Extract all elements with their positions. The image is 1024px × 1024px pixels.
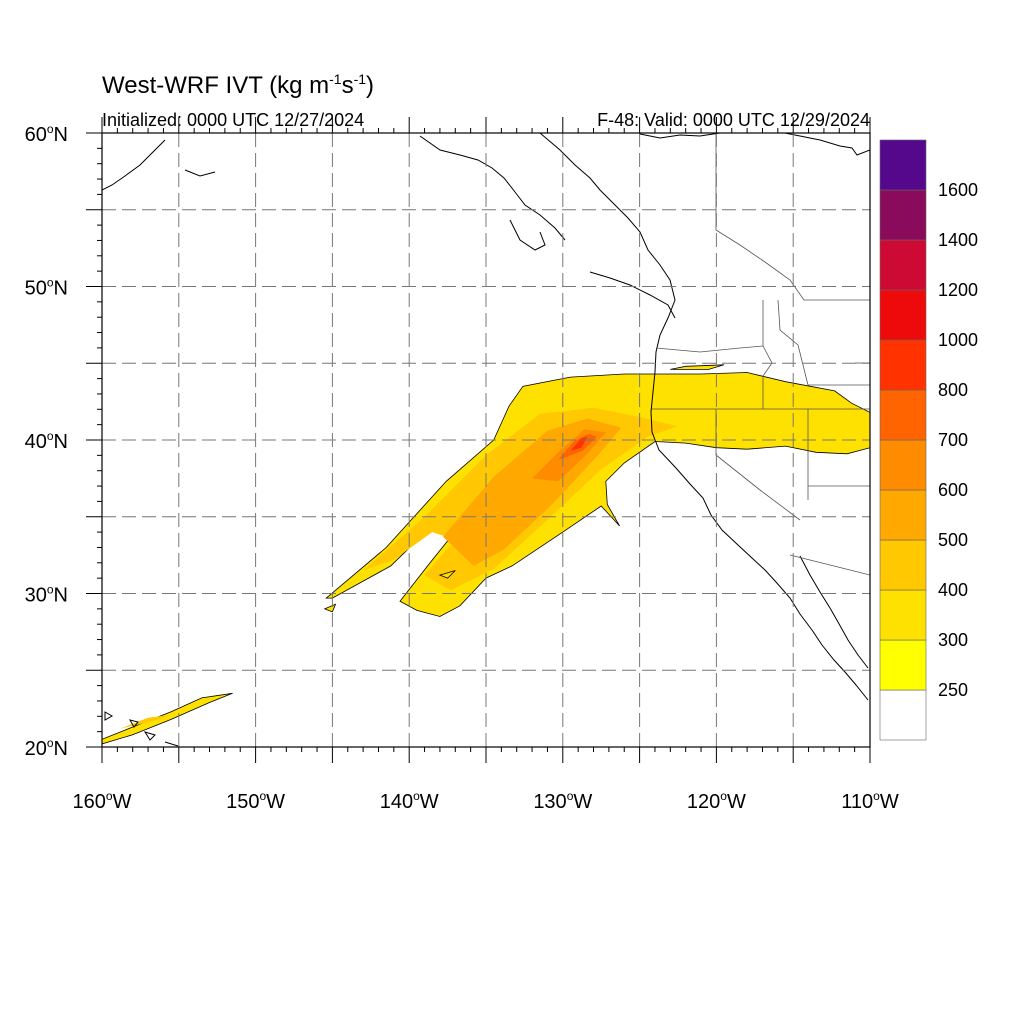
lon-label-150: 150oW: [226, 789, 285, 813]
title-end: ): [366, 72, 375, 99]
axis-ticks: [86, 117, 871, 763]
colorbar-box: [879, 189, 927, 241]
colorbar-box: [879, 539, 927, 591]
lon-label-160: 160oW: [73, 789, 132, 813]
baja-coast-line: [799, 555, 869, 669]
ivt-region-oregon-patch: [670, 364, 725, 370]
hawaii-islands-line: [104, 711, 179, 747]
lat-label-20: 20oN: [25, 736, 68, 760]
colorbar-label: 1600: [938, 180, 978, 200]
colorbar-box: [879, 639, 927, 691]
valid-time: F-48: Valid: 0000 UTC 12/29/2024: [597, 110, 870, 130]
lat-lon-grid: [102, 133, 870, 747]
initialized-time: Initialized: 0000 UTC 12/27/2024: [102, 110, 365, 130]
lat-label-60: 60oN: [25, 122, 68, 146]
colorbar-label: 500: [938, 530, 968, 550]
title-exponent-2: -1: [353, 71, 367, 87]
colorbar-box: [879, 689, 927, 741]
colorbar-label: 1400: [938, 230, 978, 250]
colorbar-label: 300: [938, 630, 968, 650]
ivt-region-hawaii-300: [102, 692, 233, 745]
bc-islands-line: [419, 135, 676, 319]
oregon-idaho-border: [762, 345, 773, 409]
colorbar-box: [879, 439, 927, 491]
colorbar-label: 700: [938, 430, 968, 450]
idaho-montana-border: [777, 299, 870, 386]
colorbar-box: [879, 239, 927, 291]
title-main: West-WRF IVT (kg m: [102, 72, 330, 99]
west-coast-line: [539, 133, 870, 701]
washington-oregon-border: [655, 300, 764, 353]
colorbar-label: 1000: [938, 330, 978, 350]
title-exponent-1: -1: [329, 71, 342, 87]
canada-us-border: [715, 133, 870, 301]
colorbar-box: [879, 589, 927, 641]
map-title: West-WRF IVT (kg m-1s-1): [102, 71, 374, 100]
lon-label-130: 130oW: [533, 789, 592, 813]
alaska-coast-line: [102, 139, 216, 191]
colorbar-box: [879, 139, 927, 191]
colorbar-label: 1200: [938, 280, 978, 300]
ivt-fill-layer: [102, 364, 870, 745]
title-mid: s: [341, 72, 354, 99]
axis-labels: 60oN 50oN 40oN 30oN 20oN 160oW 150oW 140oW 130oW…: [25, 122, 899, 813]
arizona-border: [789, 554, 870, 576]
colorbar-box: [879, 489, 927, 541]
colorbar-box: [879, 389, 927, 441]
colorbar-box: [879, 289, 927, 341]
california-nevada-border: [715, 409, 801, 521]
lon-label-120: 120oW: [687, 789, 746, 813]
colorbar: 250 300 400 500 600 700 800 1000 1200 1400 1600: [879, 139, 978, 741]
state-border-layer: [652, 133, 870, 576]
coastline-layer: [102, 133, 870, 747]
lat-label-40: 40oN: [25, 429, 68, 453]
lat-label-50: 50oN: [25, 276, 68, 300]
ivt-region-dot-2: [323, 603, 337, 613]
colorbar-label: 600: [938, 480, 968, 500]
lon-label-140: 140oW: [380, 789, 439, 813]
colorbar-box: [879, 339, 927, 391]
colorbar-label: 800: [938, 380, 968, 400]
lat-label-30: 30oN: [25, 583, 68, 607]
colorbar-label: 250: [938, 680, 968, 700]
ivt-region-dot-1: [438, 570, 456, 579]
lon-label-110: 110oW: [841, 789, 899, 813]
colorbar-label: 400: [938, 580, 968, 600]
